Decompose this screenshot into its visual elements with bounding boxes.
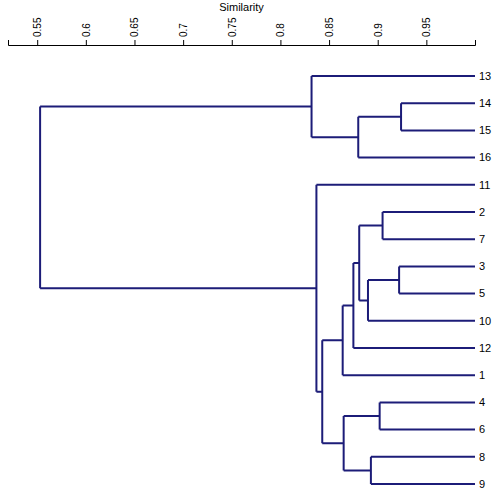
tick-mark [37,40,38,45]
leaf-label: 8 [479,451,485,463]
leaf-label: 15 [479,124,491,136]
axis-line [9,40,476,46]
leaf-label: 2 [479,206,485,218]
tick-label: 0.95 [421,17,432,37]
leaf-label: 9 [479,478,485,490]
tick: 0.55 [32,17,43,45]
merge-link [371,457,475,484]
leaf-label: 16 [479,151,491,163]
tick: 0.75 [227,17,238,45]
leaf-label: 6 [479,423,485,435]
leaf-labels: 13141516112735101214689 [479,70,491,490]
tick-label: 0.8 [275,23,286,37]
merge-link [312,76,475,137]
merge-link [368,280,475,321]
merge-link [344,416,380,470]
leaf-label: 12 [479,342,491,354]
tick-label: 0.75 [227,17,238,37]
tick-mark [426,40,427,45]
tick-label: 0.9 [373,23,384,37]
merge-link [353,263,475,348]
tick: 0.7 [178,23,189,45]
merge-link [399,266,475,293]
merge-link [380,402,475,429]
merge-link [343,306,475,376]
tick: 0.9 [373,23,384,45]
leaf-label: 14 [479,97,491,109]
axis-title: Similarity [219,1,264,13]
leaf-label: 3 [479,260,485,272]
leaf-label: 13 [479,70,491,82]
tick-label: 0.6 [81,23,92,37]
merge-link [401,103,475,130]
tick: 0.8 [275,23,286,45]
tick: 0.65 [129,17,140,45]
plot-area [40,76,475,484]
merge-link [358,117,475,158]
merge-link [322,340,343,443]
tick: 0.85 [324,17,335,45]
x-axis: 0.55 0.6 0.65 0.7 0.75 0.8 0.85 0.9 0.95 [9,17,476,45]
tick: 0.6 [81,23,92,45]
leaf-label: 4 [479,396,485,408]
tick-mark [183,40,184,45]
merge-link [383,212,475,239]
merge-link [359,226,382,301]
tick-mark [232,40,233,45]
tick-mark [280,40,281,45]
tick-label: 0.85 [324,17,335,37]
leaf-label: 1 [479,369,485,381]
tick-label: 0.7 [178,23,189,37]
merge-link [316,185,475,392]
leaf-label: 7 [479,233,485,245]
leaf-label: 11 [479,179,490,191]
tick-label: 0.55 [32,17,43,37]
leaf-label: 10 [479,315,491,327]
merge-link [40,107,316,289]
tick: 0.95 [421,17,432,45]
tick-mark [329,40,330,45]
tick-mark [134,40,135,45]
tick-label: 0.65 [129,17,140,37]
chart: Similarity0.550.60.650.70.750.80.850.90.… [0,0,500,491]
leaf-label: 5 [479,287,485,299]
tick-mark [378,40,379,45]
tick-mark [86,40,87,45]
